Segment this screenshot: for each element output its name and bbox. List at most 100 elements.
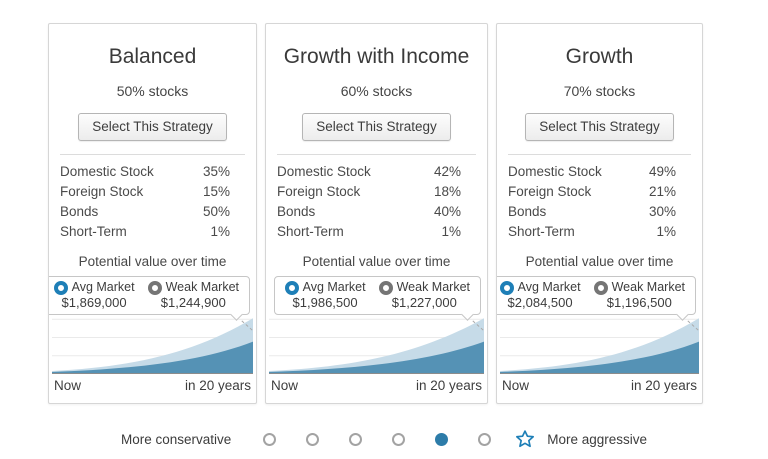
allocation-table: Domestic Stock 42% Foreign Stock 18% Bon… (266, 162, 487, 242)
chart-x-axis: Now in 20 years (269, 373, 484, 393)
legend-avg-market-row: Avg Market (499, 280, 581, 295)
legend-avg-market-option[interactable]: Avg Market $1,869,000 (53, 280, 135, 310)
allocation-value: 49% (648, 164, 676, 179)
potential-value-title: Potential value over time (525, 254, 674, 269)
risk-level-dot[interactable] (478, 432, 492, 446)
legend-weak-market-option[interactable]: Weak Market $1,227,000 (378, 280, 470, 310)
stocks-percentage: 60% stocks (340, 83, 413, 99)
chart-legend: Avg Market $1,869,000 Weak Market $1,244… (49, 276, 253, 331)
allocation-label: Foreign Stock (508, 184, 592, 199)
risk-slider: More conservative More aggressive (0, 429, 768, 449)
allocation-label: Short-Term (277, 224, 344, 239)
stocks-percentage: 50% stocks (116, 83, 189, 99)
allocation-row: Foreign Stock 15% (60, 182, 230, 202)
select-strategy-button[interactable]: Select This Strategy (525, 113, 674, 141)
allocation-row: Domestic Stock 49% (508, 162, 676, 182)
legend-avg-market-label: Avg Market (71, 280, 135, 294)
potential-value-chart-area: Avg Market $1,869,000 Weak Market $1,244… (49, 274, 256, 394)
growth-area-chart (52, 318, 253, 373)
legend-avg-market-value: $2,084,500 (507, 295, 573, 310)
legend-avg-market-option[interactable]: Avg Market $2,084,500 (499, 280, 581, 310)
legend-avg-market-value: $1,869,000 (61, 295, 127, 310)
strategy-card: Growth 70% stocks Select This Strategy D… (496, 23, 703, 404)
allocation-value: 18% (433, 184, 461, 199)
risk-level-dot[interactable] (349, 432, 363, 446)
allocation-row: Domestic Stock 42% (277, 162, 461, 182)
avg-market-radio-icon (53, 280, 68, 295)
allocation-label: Domestic Stock (277, 164, 371, 179)
legend-weak-market-value: $1,227,000 (391, 295, 457, 310)
allocation-value: 35% (202, 164, 230, 179)
divider (60, 154, 245, 155)
legend-weak-market-row: Weak Market (593, 280, 685, 295)
select-strategy-button[interactable]: Select This Strategy (302, 113, 451, 141)
allocation-label: Domestic Stock (508, 164, 602, 179)
allocation-label: Domestic Stock (60, 164, 154, 179)
growth-area-chart (269, 318, 484, 373)
strategy-title: Growth with Income (283, 45, 470, 68)
x-axis-end-label: in 20 years (630, 378, 697, 393)
legend-weak-market-label: Weak Market (611, 280, 685, 294)
allocation-label: Short-Term (508, 224, 575, 239)
strategy-title: Balanced (108, 45, 197, 68)
weak-market-radio-icon (147, 280, 162, 295)
risk-level-dot[interactable] (306, 432, 320, 446)
legend-weak-market-value: $1,244,900 (160, 295, 226, 310)
allocation-label: Bonds (60, 204, 99, 219)
allocation-value: 1% (441, 224, 461, 239)
allocation-value: 30% (648, 204, 676, 219)
allocation-row: Bonds 40% (277, 202, 461, 222)
allocation-label: Bonds (508, 204, 547, 219)
growth-area-chart (500, 318, 699, 373)
legend-weak-market-option[interactable]: Weak Market $1,244,900 (147, 280, 239, 310)
legend-avg-market-row: Avg Market (284, 280, 366, 295)
legend-avg-market-label: Avg Market (302, 280, 366, 294)
legend-avg-market-option[interactable]: Avg Market $1,986,500 (284, 280, 366, 310)
select-button-wrap: Select This Strategy (266, 113, 487, 141)
strategy-title: Growth (565, 45, 634, 68)
legend-avg-market-row: Avg Market (53, 280, 135, 295)
allocation-row: Short-Term 1% (277, 222, 461, 242)
allocation-value: 1% (210, 224, 230, 239)
chart-legend: Avg Market $1,986,500 Weak Market $1,227… (273, 276, 484, 331)
potential-value-title: Potential value over time (78, 254, 227, 269)
x-axis-end-label: in 20 years (415, 378, 482, 393)
legend-weak-market-option[interactable]: Weak Market $1,196,500 (593, 280, 685, 310)
divider (277, 154, 476, 155)
risk-slider-left-label: More conservative (120, 431, 232, 447)
select-button-wrap: Select This Strategy (49, 113, 256, 141)
allocation-label: Foreign Stock (277, 184, 361, 199)
potential-value-chart-area: Avg Market $1,986,500 Weak Market $1,227… (266, 274, 487, 394)
potential-value-chart-area: Avg Market $2,084,500 Weak Market $1,196… (497, 274, 702, 394)
legend-avg-market-value: $1,986,500 (292, 295, 358, 310)
allocation-label: Bonds (277, 204, 316, 219)
x-axis-start-label: Now (54, 378, 82, 393)
allocation-table: Domestic Stock 35% Foreign Stock 15% Bon… (49, 162, 256, 242)
risk-slider-right-label: More aggressive (547, 431, 648, 447)
legend-avg-market-label: Avg Market (517, 280, 581, 294)
potential-value-title: Potential value over time (302, 254, 451, 269)
risk-level-dot[interactable] (392, 432, 406, 446)
allocation-row: Foreign Stock 21% (508, 182, 676, 202)
select-strategy-button[interactable]: Select This Strategy (78, 113, 227, 141)
allocation-value: 1% (656, 224, 676, 239)
weak-market-radio-icon (593, 280, 608, 295)
allocation-row: Foreign Stock 18% (277, 182, 461, 202)
legend-weak-market-row: Weak Market (378, 280, 470, 295)
allocation-value: 50% (202, 204, 230, 219)
risk-level-star-option[interactable] (515, 429, 535, 449)
divider (508, 154, 691, 155)
legend-weak-market-label: Weak Market (396, 280, 470, 294)
avg-market-radio-icon (284, 280, 299, 295)
chart-legend: Avg Market $2,084,500 Weak Market $1,196… (497, 276, 699, 331)
allocation-label: Short-Term (60, 224, 127, 239)
risk-level-dot[interactable] (263, 432, 277, 446)
allocation-row: Short-Term 1% (60, 222, 230, 242)
risk-level-dot-selected[interactable] (435, 432, 449, 446)
allocation-row: Bonds 50% (60, 202, 230, 222)
legend-weak-market-row: Weak Market (147, 280, 239, 295)
allocation-value: 42% (433, 164, 461, 179)
allocation-value: 21% (648, 184, 676, 199)
legend-weak-market-label: Weak Market (165, 280, 239, 294)
